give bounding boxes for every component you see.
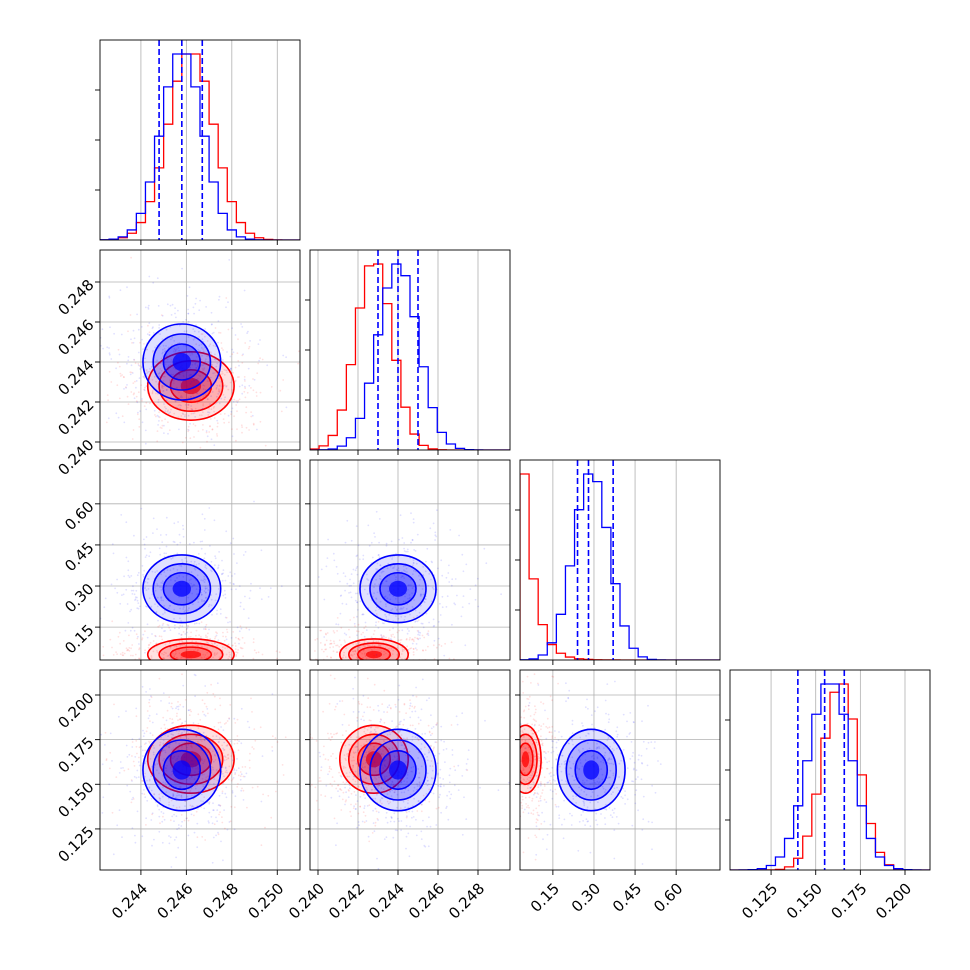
panel-frame bbox=[99, 459, 301, 661]
red-histogram bbox=[520, 473, 720, 660]
red-contour bbox=[146, 638, 235, 660]
x-tick-label: 0.248 bbox=[445, 880, 488, 923]
y-tick-label: 0.175 bbox=[54, 733, 97, 776]
red-density-peak bbox=[180, 650, 202, 659]
x-tick-label: 0.244 bbox=[365, 880, 408, 923]
blue-density-peak bbox=[583, 760, 600, 780]
blue-density-peak bbox=[172, 353, 192, 371]
red-contour bbox=[339, 638, 409, 660]
blue-scatter bbox=[100, 500, 283, 660]
panel-frame bbox=[309, 459, 511, 661]
panel-frame bbox=[519, 669, 721, 871]
panel-frame bbox=[309, 669, 511, 871]
red-density-peak bbox=[365, 650, 383, 659]
x-tick-label: 0.248 bbox=[199, 880, 242, 923]
panel-3-3: 0.125 0.150 0.175 0.200 bbox=[725, 669, 931, 923]
x-tick-label: 0.125 bbox=[738, 880, 781, 923]
panel-1-1 bbox=[305, 249, 511, 455]
x-tick-label: 0.45 bbox=[609, 880, 645, 916]
y-tick-label: 0.60 bbox=[61, 498, 97, 534]
x-tick-label: 0.244 bbox=[108, 880, 151, 923]
panel-2-0: 0.15 0.30 0.45 0.60 bbox=[61, 459, 301, 665]
red-histogram bbox=[730, 683, 930, 870]
x-tick-label: 0.175 bbox=[828, 880, 871, 923]
blue-histogram bbox=[520, 473, 720, 660]
y-tick-label: 0.45 bbox=[61, 539, 97, 575]
blue-density-peak bbox=[172, 580, 192, 597]
x-tick-label: 0.246 bbox=[405, 880, 448, 923]
y-tick-label: 0.242 bbox=[54, 396, 97, 439]
x-tick-label: 0.150 bbox=[783, 880, 826, 923]
panel-3-2: 0.15 0.30 0.45 0.60 bbox=[515, 669, 721, 916]
red-contour bbox=[520, 724, 542, 795]
panel-0-0 bbox=[95, 39, 301, 245]
red-histogram bbox=[100, 53, 300, 240]
panel-frame bbox=[99, 669, 301, 871]
x-tick-label: 0.30 bbox=[568, 880, 604, 916]
y-tick-label: 0.15 bbox=[61, 621, 97, 657]
blue-density-peak bbox=[172, 760, 192, 780]
y-tick-label: 0.248 bbox=[54, 276, 97, 319]
red-density-peak bbox=[521, 751, 530, 768]
y-tick-label: 0.200 bbox=[54, 689, 97, 732]
panel-frame bbox=[99, 249, 301, 451]
y-tick-label: 0.150 bbox=[54, 778, 97, 821]
y-tick-label: 0.30 bbox=[61, 580, 97, 616]
panel-frame bbox=[519, 459, 721, 661]
blue-histogram bbox=[730, 683, 930, 870]
x-tick-label: 0.15 bbox=[527, 880, 563, 916]
x-tick-label: 0.250 bbox=[244, 880, 287, 923]
x-tick-label: 0.200 bbox=[872, 880, 915, 923]
x-tick-label: 0.246 bbox=[154, 880, 197, 923]
panel-2-1 bbox=[305, 459, 511, 665]
y-tick-label: 0.244 bbox=[54, 356, 97, 399]
y-tick-label: 0.125 bbox=[54, 823, 97, 866]
y-tick-label: 0.246 bbox=[54, 316, 97, 359]
blue-density-peak bbox=[389, 580, 407, 597]
x-tick-label: 0.240 bbox=[285, 880, 328, 923]
panel-2-2 bbox=[515, 459, 721, 665]
x-tick-label: 0.60 bbox=[650, 880, 686, 916]
y-tick-label: 0.240 bbox=[54, 436, 97, 479]
red-scatter bbox=[105, 256, 300, 449]
blue-density-peak bbox=[389, 760, 407, 780]
blue-histogram bbox=[100, 53, 300, 240]
x-tick-label: 0.242 bbox=[325, 880, 368, 923]
